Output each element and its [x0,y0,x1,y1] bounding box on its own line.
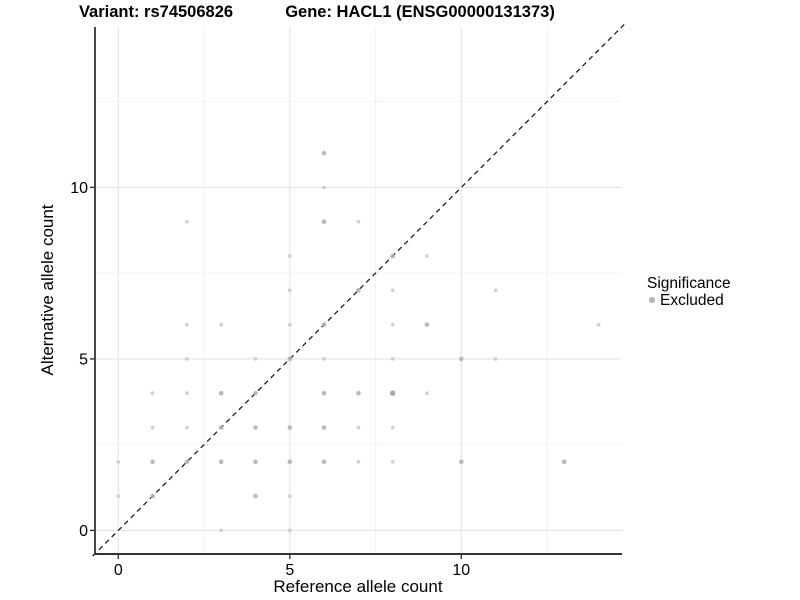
y-tick-label: 0 [79,523,88,540]
data-point [253,459,258,465]
data-point [356,425,361,430]
legend-item-label: Excluded [660,292,724,309]
data-point [322,357,326,361]
data-point [321,459,327,465]
data-point [185,391,189,396]
data-point [459,356,464,362]
x-tick-label: 5 [285,562,294,579]
data-point [150,493,155,499]
data-point [287,528,292,533]
legend-title: Significance [647,275,731,292]
x-tick-label: 10 [452,562,470,579]
data-point [287,288,292,293]
axis-ticks [90,186,462,559]
y-axis-title: Alternative allele count [38,204,57,375]
axis-tick-labels: 0 5 10 0 5 10 [70,180,470,579]
data-point [425,391,429,396]
data-point [219,528,224,533]
data-point [218,425,224,430]
data-point [287,322,292,327]
data-point [390,425,395,430]
data-point [185,357,189,361]
data-point [287,459,293,465]
data-point [185,322,189,327]
x-tick-label: 0 [114,562,123,579]
data-point [321,322,327,327]
data-point [185,425,189,430]
data-point [321,219,327,224]
data-point [253,493,258,499]
data-point [253,357,258,361]
data-point [321,425,327,430]
data-point [150,425,155,430]
data-point [253,390,258,396]
data-point [287,356,293,362]
data-point [459,459,464,465]
data-point [390,322,395,327]
data-point [321,390,327,396]
y-tick-label: 5 [79,351,88,368]
data-point [185,219,189,224]
data-point [219,322,224,327]
data-point [425,254,429,258]
data-points [116,150,601,533]
data-point [390,459,395,464]
data-point [287,494,292,498]
plot-title-gene: Gene: HACL1 (ENSG00000131373) [285,3,555,21]
data-point [287,254,292,258]
data-point [596,322,601,327]
data-point [390,390,396,396]
data-point [424,322,430,327]
x-axis-title: Reference allele count [273,577,442,596]
data-point [150,391,155,396]
major-gridlines [95,27,622,554]
data-point [356,390,361,396]
data-point [322,185,326,190]
data-point [390,357,395,361]
y-tick-label: 10 [70,180,88,197]
axis-lines [94,27,622,555]
data-point [287,425,293,430]
data-point [493,288,498,293]
data-point [356,288,361,293]
data-point [321,150,327,156]
plot-title-variant: Variant: rs74506826 [79,3,233,21]
data-point [390,253,396,259]
data-point [218,390,224,396]
data-point [390,288,395,293]
data-point [150,459,155,465]
data-point [493,357,498,361]
data-point [184,459,190,465]
data-point [356,219,361,224]
data-point [218,459,224,465]
data-point [561,459,567,465]
data-point [116,494,121,498]
data-point [253,425,258,430]
legend: Significance Excluded [647,275,731,309]
legend-item-marker [648,296,656,304]
data-point [356,459,361,464]
minor-gridlines [95,27,622,554]
data-point [116,459,121,464]
